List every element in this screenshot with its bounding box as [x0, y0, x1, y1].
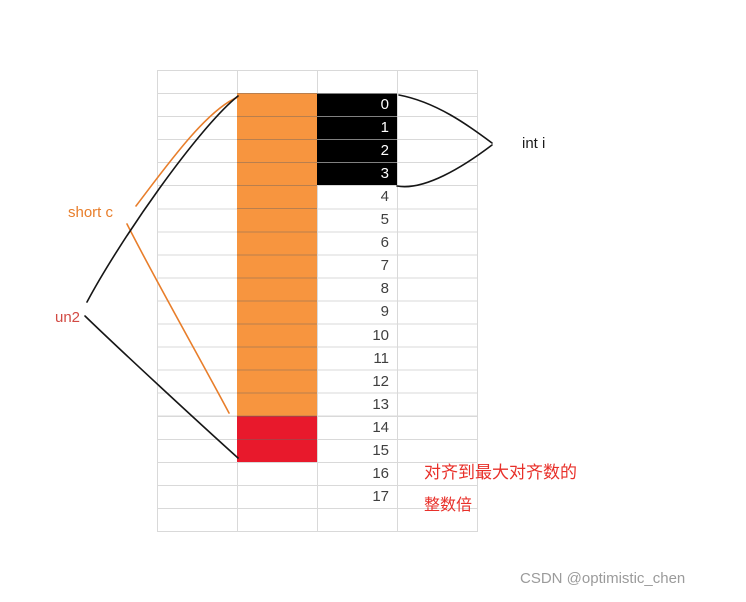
byte-index-label: 13: [372, 395, 389, 413]
byte-index-label: 17: [372, 487, 389, 505]
csdn-watermark: CSDN @optimistic_chen: [520, 570, 686, 587]
byte-index-label: 15: [372, 441, 389, 459]
byte-index-label: 10: [372, 326, 389, 344]
byte-index-label: 14: [372, 418, 389, 436]
align-note-line2: 整数倍: [424, 497, 473, 514]
byte-index-label: 1: [380, 119, 389, 137]
byte-index-label: 3: [380, 165, 389, 183]
byte-index-label: 12: [372, 372, 389, 390]
int-i-label: int i: [522, 135, 546, 152]
int-i-memory-block: [317, 93, 397, 186]
byte-index-label: 7: [380, 257, 389, 275]
red-padding-block: [237, 415, 317, 462]
byte-index-label: 0: [380, 96, 389, 114]
byte-index-label: 11: [373, 349, 389, 367]
byte-index-label: 2: [380, 142, 389, 160]
orange-memory-block: [237, 93, 317, 416]
byte-index-label: 8: [380, 280, 389, 298]
byte-index-label: 6: [380, 234, 389, 252]
short-c-label: short c: [68, 204, 114, 221]
un2-label: un2: [55, 309, 81, 326]
byte-index-label: 5: [380, 211, 389, 229]
byte-index-label: 9: [380, 303, 389, 321]
byte-index-label: 16: [372, 464, 389, 482]
byte-index-column: 0 1 2 3 4 5 6 7 8 9 10 11 12 13 14 15 16…: [317, 93, 397, 508]
byte-index-label: 4: [380, 188, 389, 206]
align-note-line1: 对齐到最大对齐数的: [424, 463, 577, 482]
